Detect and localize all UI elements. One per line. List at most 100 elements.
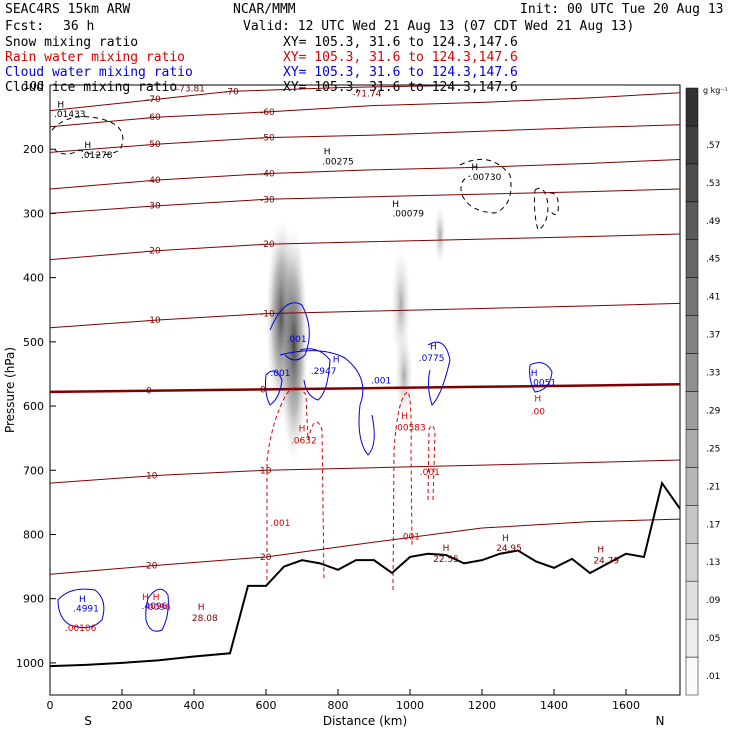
cloud-water-field-name: Cloud water mixing ratio (5, 65, 193, 80)
colorbar-level-label: .41 (706, 293, 720, 303)
temp-contour-label: 28.08 (192, 614, 218, 624)
rain-contour-label: H (153, 593, 160, 603)
isotherm-line (50, 85, 626, 112)
x-tick-label: 800 (328, 699, 349, 712)
axes: 0 200 400 600 800 1000 1200 1400 160010020030040… (3, 79, 664, 728)
isotherm-line (50, 92, 680, 128)
temp-contour-label: H (502, 534, 509, 544)
plot-area: -70 -70 -60 -60 -50 -50 -40 -40 -30 -30 -20 -20 -10 -… (50, 84, 680, 668)
x-tick-label: 0 (47, 699, 54, 712)
isotherm-label: -30 (260, 195, 275, 205)
colorbar-level-label: .17 (706, 520, 720, 530)
ice-contour-label: H (471, 163, 478, 173)
colorbar-level-label: .13 (706, 558, 720, 568)
isotherm-label: 0 (146, 387, 152, 397)
rain-contour-label: H (401, 412, 408, 422)
isotherm-line (50, 302, 680, 329)
colorbar-level-label: .21 (706, 482, 720, 492)
valid-time: Valid: 12 UTC Wed 21 Aug 13 (07 CDT Wed … (243, 19, 635, 34)
isotherm-label: -50 (260, 134, 275, 144)
cloud-contour-label: .4096 (142, 602, 168, 612)
temp-contour-label: H (198, 603, 205, 613)
rain-contour-label: .0632 (291, 436, 317, 446)
cloud-water-field-xy: XY= 105.3, 31.6 to 124.3,147.6 (283, 65, 518, 80)
y-tick-label: 1000 (16, 657, 44, 670)
colorbar-level-label: .33 (706, 369, 720, 379)
rain-field-name: Rain water mixing ratio (5, 50, 186, 65)
cloud-contour-label: .2947 (311, 367, 337, 377)
rain-contour-label: .001 (270, 519, 290, 529)
colorbar-cell (685, 618, 699, 658)
isotherm-label: -60 (146, 113, 161, 123)
isotherm-label: -40 (146, 176, 161, 186)
center-title: NCAR/MMM (233, 2, 296, 17)
isotherm-label: 10 (146, 471, 158, 481)
x-tick-label: 400 (184, 699, 205, 712)
rain-contour-label: .001 (400, 533, 420, 543)
isotherm-label: -30 (146, 202, 161, 212)
colorbar-level-label: .45 (706, 255, 720, 265)
cloud-contour-label: .4991 (73, 605, 99, 615)
x-tick-label: 200 (112, 699, 133, 712)
colorbar-level-label: .29 (706, 406, 721, 416)
temp-contour-label: -71.74 (352, 90, 381, 100)
temp-contour-label: -73.81 (176, 84, 205, 94)
colorbar: g kg⁻¹ .01 .05 .09 .13 .17 .21 .25 .29 .33 .37 .41… (685, 86, 728, 696)
cloud-water-contours (57, 302, 553, 632)
colorbar-cell (685, 125, 699, 165)
cloud-contour-label: .001 (287, 335, 307, 345)
forecast-label: Fcst: (5, 19, 45, 34)
temp-contour-label: H (597, 545, 604, 555)
ice-contour-label: H (392, 200, 399, 210)
temp-contour-label: 22.55 (433, 555, 459, 565)
y-axis-title: Pressure (hPa) (3, 347, 17, 433)
colorbar-cell (685, 429, 699, 468)
temp-contour-label: 24.95 (496, 544, 522, 554)
isotherm-label: -70 (224, 87, 239, 97)
snow-shading (266, 205, 446, 465)
y-tick-label: 600 (23, 400, 44, 413)
rain-contour-label: .00583 (394, 423, 426, 433)
cloud-contour-label: H (79, 595, 86, 605)
ice-contour-label: .00730 (470, 173, 502, 183)
cloud-contour-label: .001 (371, 377, 391, 387)
isotherm-line (50, 382, 680, 394)
isotherm-label: -20 (260, 240, 275, 250)
rain-contour-label: .00106 (65, 624, 97, 634)
y-tick-label: 400 (23, 272, 44, 285)
colorbar-level-label: .57 (706, 141, 720, 151)
x-tick-label: 1000 (396, 699, 424, 712)
isotherm-label: -70 (146, 95, 161, 105)
isotherm-label: -50 (146, 140, 161, 150)
colorbar-cell (685, 201, 699, 240)
colorbar-cell (685, 580, 699, 620)
isotherm-label: 20 (146, 561, 158, 571)
colorbar-cell (685, 353, 699, 392)
rain-field-xy: XY= 105.3, 31.6 to 124.3,147.6 (283, 50, 518, 65)
model-title: SEAC4RS 15km ARW (5, 2, 131, 17)
x-tick-label: 1200 (468, 699, 496, 712)
init-time: Init: 00 UTC Tue 20 Aug 13 (520, 2, 724, 17)
colorbar-level-label: .05 (706, 634, 720, 644)
rain-contour-label: H (534, 395, 541, 405)
colorbar-cell (685, 467, 699, 506)
colorbar-cell (685, 656, 699, 696)
colorbar-level-label: .49 (706, 217, 721, 227)
rain-contour-label: H (142, 593, 149, 603)
colorbar-cell (685, 87, 699, 127)
forecast-hours: 36 h (63, 19, 95, 34)
isotherm-line (50, 459, 680, 484)
y-tick-label: 200 (23, 143, 44, 156)
cloud-ice-field-name: Cloud ice mixing ratio (5, 80, 178, 95)
y-tick-label: 300 (23, 207, 44, 220)
isotherm-label: -10 (146, 316, 161, 326)
snow-field-name: Snow mixing ratio (5, 35, 139, 50)
y-tick-label: 500 (23, 336, 44, 349)
cloud-contour-label: H (531, 369, 538, 379)
temp-contour-label: 24.79 (593, 556, 619, 566)
endpoint-north: N (656, 714, 665, 728)
isotherm-label: 0 (260, 385, 266, 395)
ice-contour-label: .00275 (322, 158, 354, 168)
